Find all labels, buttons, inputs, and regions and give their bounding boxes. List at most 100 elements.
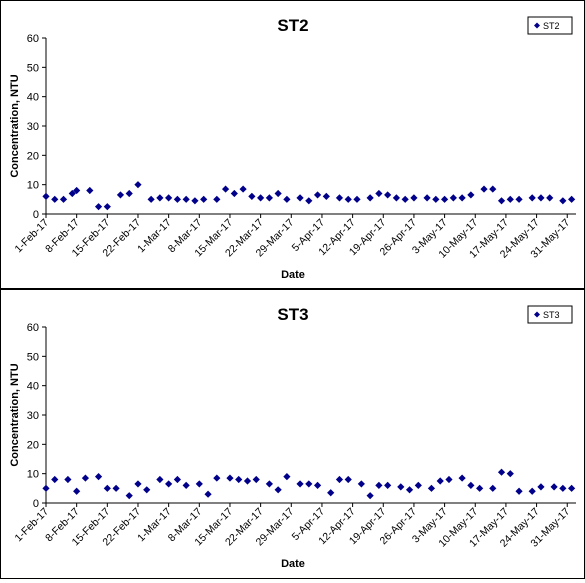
data-point — [94, 203, 103, 211]
data-point — [458, 194, 466, 202]
data-point — [335, 194, 344, 202]
legend-label: ST3 — [543, 310, 560, 320]
data-point — [410, 194, 418, 202]
data-point — [497, 197, 506, 205]
y-tick-label: 20 — [27, 439, 39, 451]
data-point — [191, 197, 199, 205]
data-point — [165, 194, 173, 202]
data-point — [568, 195, 576, 203]
data-point — [322, 192, 330, 200]
data-point — [42, 484, 50, 492]
data-point — [546, 194, 554, 202]
data-point — [384, 481, 392, 489]
data-point — [42, 192, 50, 200]
data-point — [243, 477, 252, 485]
data-point — [405, 486, 414, 494]
x-axis-label: Date — [281, 558, 305, 570]
data-point — [401, 195, 409, 203]
chart-title: ST2 — [277, 16, 308, 35]
y-axis-label: Concentration, NTU — [9, 74, 21, 177]
data-point — [182, 481, 190, 489]
data-point — [537, 194, 545, 202]
data-point — [528, 194, 536, 202]
data-point — [143, 486, 151, 494]
data-point — [440, 195, 449, 203]
y-tick-label: 50 — [27, 351, 39, 363]
data-point — [327, 489, 335, 497]
data-point — [134, 480, 142, 488]
data-point — [173, 475, 182, 484]
data-point — [366, 194, 374, 202]
data-point — [344, 475, 352, 484]
data-point — [103, 484, 111, 492]
data-point — [537, 483, 545, 491]
data-point — [392, 194, 401, 202]
data-point — [195, 480, 203, 488]
data-point — [156, 475, 164, 484]
data-point — [305, 197, 313, 205]
data-point — [213, 195, 221, 203]
data-point — [274, 486, 282, 494]
y-tick-label: 40 — [27, 92, 39, 104]
data-point — [467, 481, 475, 489]
data-point — [221, 185, 230, 193]
data-point — [147, 195, 155, 203]
data-point — [51, 195, 59, 203]
data-point — [257, 194, 265, 202]
chart-title: ST3 — [277, 305, 308, 324]
data-point — [226, 474, 234, 482]
data-point — [156, 194, 164, 202]
x-axis-label: Date — [281, 269, 305, 281]
data-point — [480, 185, 488, 193]
y-tick-label: 40 — [27, 381, 39, 393]
data-point — [235, 475, 243, 484]
data-point — [274, 189, 282, 198]
data-point — [375, 481, 383, 489]
data-point — [305, 480, 313, 488]
data-point — [427, 484, 436, 492]
data-point — [414, 481, 422, 489]
y-tick-label: 60 — [27, 322, 39, 334]
data-point — [528, 487, 536, 495]
data-point — [68, 189, 76, 198]
data-point — [559, 484, 567, 492]
data-point — [366, 492, 374, 500]
y-tick-label: 50 — [27, 62, 39, 74]
data-point — [559, 197, 567, 205]
data-point — [397, 483, 405, 491]
data-point — [506, 470, 514, 478]
data-point — [103, 203, 111, 211]
data-point — [489, 185, 497, 193]
data-point — [230, 189, 238, 198]
data-point — [248, 192, 256, 200]
data-point — [458, 474, 466, 482]
data-point — [344, 195, 352, 203]
data-point — [357, 480, 365, 488]
data-point — [467, 191, 475, 199]
legend-label: ST2 — [543, 21, 560, 31]
y-tick-label: 0 — [33, 209, 39, 221]
data-point — [476, 484, 484, 492]
data-point — [489, 484, 497, 492]
data-point — [73, 487, 81, 495]
data-point — [81, 474, 90, 482]
y-tick-label: 0 — [33, 498, 39, 510]
data-point — [384, 191, 392, 199]
data-point — [112, 484, 120, 492]
data-point — [116, 191, 125, 199]
data-point — [134, 181, 142, 189]
y-tick-label: 30 — [27, 121, 39, 133]
data-point — [283, 473, 291, 481]
data-point — [182, 195, 190, 203]
data-point — [436, 477, 444, 485]
data-point — [86, 186, 94, 195]
data-point — [375, 189, 383, 198]
data-point — [125, 189, 133, 198]
data-point — [445, 475, 453, 484]
data-point — [173, 195, 182, 203]
legend-marker — [534, 22, 540, 29]
y-axis-label: Concentration, NTU — [9, 363, 21, 466]
data-point — [51, 475, 59, 484]
